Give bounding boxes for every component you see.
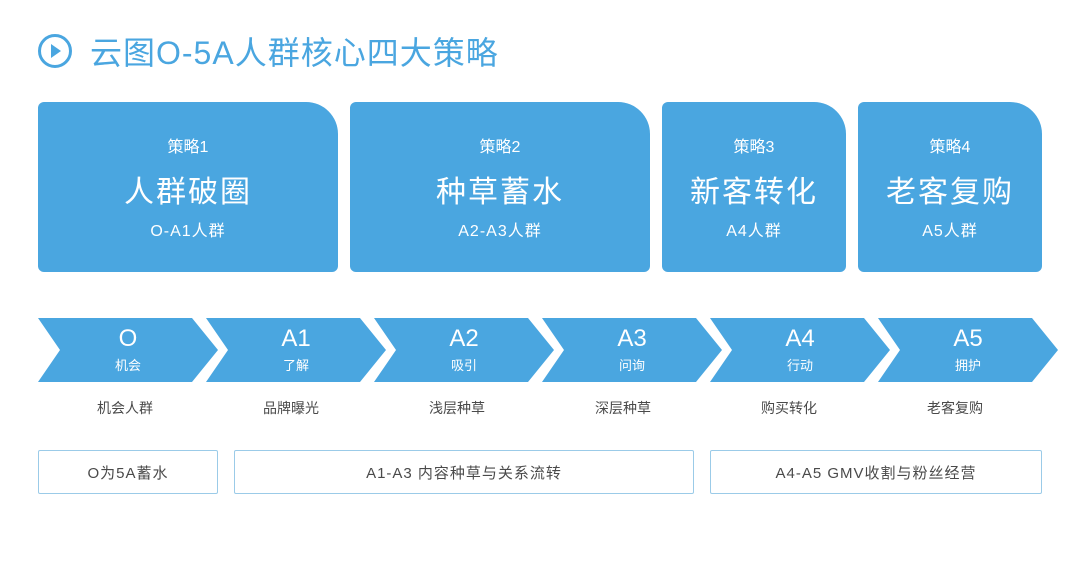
funnel-step: A3 问询 [542, 318, 722, 382]
strategy-label: 策略4 [930, 133, 971, 157]
strategy-cards-row: 策略1人群破圈O-A1人群策略2种草蓄水A2-A3人群策略3新客转化A4人群策略… [38, 102, 1042, 272]
funnel-code: A1 [281, 327, 310, 351]
strategy-card: 策略3 新客转化 A4人群 [662, 102, 846, 272]
funnel-step: O 机会 [38, 318, 218, 382]
funnel-desc: 机会人群 [42, 398, 208, 418]
funnel-label: 机会 [115, 355, 141, 374]
funnel-code: A4 [785, 327, 814, 351]
funnel-code: A2 [449, 327, 478, 351]
funnel-step: A1 了解 [206, 318, 386, 382]
funnel-code: O [119, 327, 138, 351]
summary-row: O为5A蓄水 A1-A3 内容种草与关系流转 A4-A5 GMV收割与粉丝经营 [38, 450, 1042, 494]
funnel-row: O 机会 A1 了解 A2 吸引 A3 问询 A4 行动 A5 拥护 [38, 318, 1042, 382]
funnel-label: 了解 [283, 355, 309, 374]
funnel-label: 行动 [787, 355, 813, 374]
page-title: 云图O-5A人群核心四大策略 [90, 28, 499, 74]
strategy-sub: A5人群 [922, 217, 978, 241]
strategy-sub: A4人群 [726, 217, 782, 241]
funnel-code: A5 [953, 327, 982, 351]
strategy-label: 策略2 [480, 133, 521, 157]
strategy-card: 策略2 种草蓄水 A2-A3人群 [350, 102, 650, 272]
strategy-card: 策略4 老客复购 A5人群 [858, 102, 1042, 272]
funnel-desc: 浅层种草 [374, 398, 540, 418]
summary-box: A4-A5 GMV收割与粉丝经营 [710, 450, 1042, 494]
funnel-label: 问询 [619, 355, 645, 374]
strategy-label: 策略1 [168, 133, 209, 157]
funnel-step: A5 拥护 [878, 318, 1058, 382]
play-icon [38, 34, 72, 68]
funnel-desc: 购买转化 [706, 398, 872, 418]
title-row: 云图O-5A人群核心四大策略 [38, 28, 1042, 74]
funnel-step: A2 吸引 [374, 318, 554, 382]
strategy-card: 策略1 人群破圈 O-A1人群 [38, 102, 338, 272]
funnel-desc: 老客复购 [872, 398, 1038, 418]
strategy-heading: 新客转化 [690, 167, 818, 211]
funnel-step: A4 行动 [710, 318, 890, 382]
funnel-desc: 深层种草 [540, 398, 706, 418]
strategy-heading: 种草蓄水 [436, 167, 564, 211]
funnel-desc: 品牌曝光 [208, 398, 374, 418]
strategy-label: 策略3 [734, 133, 775, 157]
summary-box: O为5A蓄水 [38, 450, 218, 494]
summary-box: A1-A3 内容种草与关系流转 [234, 450, 694, 494]
strategy-sub: A2-A3人群 [458, 217, 541, 241]
strategy-sub: O-A1人群 [150, 217, 225, 241]
funnel-label: 拥护 [955, 355, 981, 374]
funnel-code: A3 [617, 327, 646, 351]
funnel-label: 吸引 [451, 355, 477, 374]
strategy-heading: 人群破圈 [124, 167, 252, 211]
funnel-desc-row: 机会人群品牌曝光浅层种草深层种草购买转化老客复购 [38, 398, 1042, 418]
strategy-heading: 老客复购 [886, 167, 1014, 211]
